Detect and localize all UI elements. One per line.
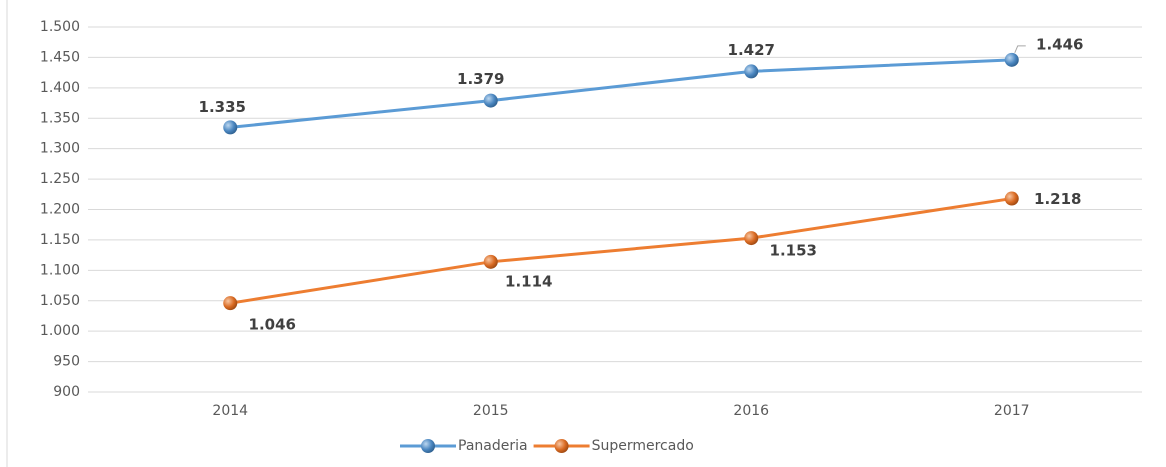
data-label: 1.046 — [249, 316, 296, 334]
x-tick-label: 2015 — [473, 403, 509, 419]
y-tick-label: 1.200 — [40, 202, 80, 218]
data-point — [744, 231, 759, 246]
y-tick-label: 1.050 — [40, 293, 80, 309]
y-tick-label: 1.500 — [40, 19, 80, 35]
y-tick-label: 1.400 — [40, 80, 80, 96]
data-label: 1.153 — [770, 242, 817, 260]
data-point — [483, 93, 498, 108]
data-point — [744, 64, 759, 79]
legend-marker — [554, 439, 569, 453]
data-label: 1.114 — [505, 272, 552, 290]
data-point — [223, 296, 238, 311]
chart-frame — [6, 0, 8, 467]
x-tick-label: 2014 — [212, 403, 248, 419]
y-tick-label: 1.300 — [40, 141, 80, 157]
data-label: 1.218 — [1034, 190, 1081, 208]
y-tick-label: 1.250 — [40, 171, 80, 187]
data-point — [483, 254, 498, 269]
leader-line — [1014, 45, 1026, 54]
y-tick-label: 1.150 — [40, 232, 80, 248]
x-tick-label: 2016 — [733, 403, 769, 419]
x-tick-label: 2017 — [994, 403, 1030, 419]
data-point — [1004, 52, 1019, 67]
y-tick-label: 900 — [53, 384, 80, 400]
y-tick-label: 1.350 — [40, 110, 80, 126]
series-line — [230, 58, 1012, 129]
legend-marker — [421, 439, 435, 453]
legend-label: Panaderia — [458, 438, 528, 454]
y-tick-label: 1.100 — [40, 262, 80, 278]
y-tick-label: 1.000 — [40, 323, 80, 339]
data-label: 1.427 — [728, 41, 775, 59]
data-point — [223, 120, 238, 135]
data-label: 1.335 — [199, 98, 246, 116]
series-line — [230, 197, 1012, 305]
legend-label: Supermercado — [592, 438, 694, 454]
data-label: 1.446 — [1036, 35, 1083, 53]
data-point — [1004, 191, 1019, 206]
y-tick-label: 1.450 — [40, 49, 80, 65]
y-tick-label: 950 — [53, 354, 80, 370]
data-label: 1.379 — [457, 70, 504, 88]
